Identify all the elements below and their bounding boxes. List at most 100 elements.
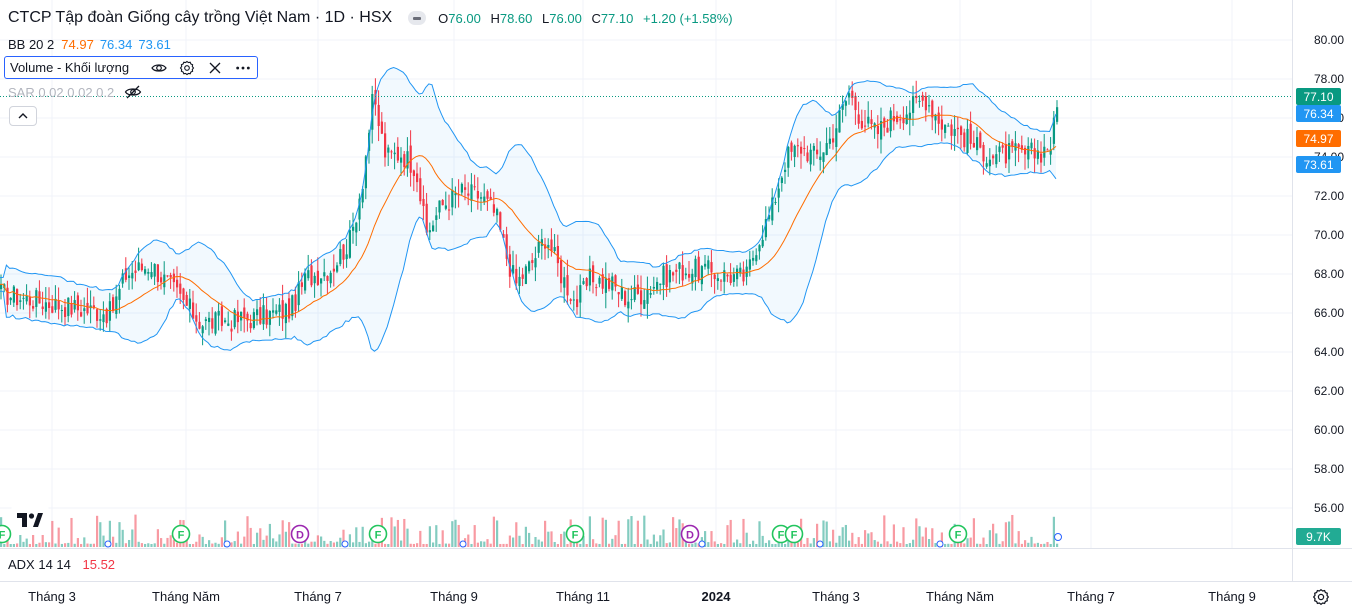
price-scale[interactable]: 80.0078.0076.0074.0072.0070.0068.0066.00…	[1292, 0, 1352, 548]
volume-bar	[368, 541, 371, 547]
volume-bar	[83, 537, 86, 547]
bollinger-legend[interactable]: BB 20 2 74.97 76.34 73.61	[8, 37, 171, 52]
candle-body	[624, 291, 627, 306]
collapse-legend-button[interactable]	[9, 106, 37, 126]
volume-bar	[633, 543, 636, 547]
volume-bar	[134, 514, 137, 547]
candle-body	[377, 104, 380, 127]
adx-legend[interactable]: ADX 14 14 15.52	[8, 557, 115, 572]
settings-icon[interactable]	[1311, 587, 1331, 607]
volume-bar	[582, 535, 585, 547]
candle-body	[217, 310, 220, 316]
volume-bar	[736, 539, 739, 547]
time-axis[interactable]: Tháng 3 Tháng Năm Tháng 7 Tháng 9 Tháng …	[0, 581, 1352, 612]
sar-label[interactable]: SAR 0.02 0.02 0.2	[8, 84, 115, 100]
candle-body	[576, 299, 579, 308]
close-icon[interactable]	[207, 60, 223, 76]
volume-bar	[44, 542, 47, 547]
candle-body	[918, 100, 921, 102]
volume-bar	[137, 541, 140, 547]
bollinger-middle-value: 74.97	[61, 37, 94, 52]
more-icon[interactable]	[235, 60, 251, 76]
volume-bar	[35, 543, 38, 547]
volume-bar	[528, 532, 531, 547]
volume-bar	[710, 531, 713, 547]
split-event-marker[interactable]	[459, 540, 467, 548]
tradingview-logo[interactable]	[12, 506, 48, 534]
candle-body	[400, 157, 403, 163]
candle-body	[336, 265, 339, 272]
volume-label[interactable]: Volume - Khối lượng	[10, 60, 130, 75]
adx-label[interactable]: ADX 14 14	[8, 557, 71, 572]
symbol-legend[interactable]: CTCP Tập đoàn Giống cây trồng Việt Nam ·…	[8, 9, 737, 27]
volume-bar	[38, 542, 41, 547]
volume-bar	[153, 543, 156, 547]
volume-bar	[1004, 522, 1007, 547]
eye-icon[interactable]	[151, 60, 167, 76]
volume-bar	[588, 516, 591, 547]
split-event-marker[interactable]	[223, 540, 231, 548]
candle-body	[96, 309, 99, 321]
candle-body	[883, 118, 886, 128]
candle-body	[19, 300, 22, 302]
earnings-event-marker[interactable]: F	[0, 524, 12, 544]
adx-pane[interactable]: ADX 14 14 15.52	[0, 548, 1292, 581]
event-label: F	[375, 530, 382, 542]
earnings-event-marker[interactable]: F	[948, 524, 968, 544]
split-event-marker[interactable]	[341, 540, 349, 548]
volume-bar	[883, 515, 886, 547]
candle-body	[604, 277, 607, 293]
adx-price-scale[interactable]	[1292, 548, 1352, 581]
volume-bar	[620, 544, 623, 547]
eye-off-icon[interactable]	[124, 84, 142, 100]
earnings-event-marker[interactable]: F	[368, 524, 388, 544]
earnings-event-marker[interactable]: F	[171, 524, 191, 544]
split-event-marker[interactable]	[698, 540, 706, 548]
sar-legend[interactable]: SAR 0.02 0.02 0.2	[8, 84, 142, 100]
split-event-marker[interactable]	[816, 540, 824, 548]
symbol-title[interactable]: CTCP Tập đoàn Giống cây trồng Việt Nam ·…	[8, 9, 393, 26]
candle-body	[150, 272, 153, 278]
minus-icon[interactable]	[408, 11, 427, 25]
candle-body	[848, 93, 851, 98]
candle-body	[838, 110, 841, 133]
candle-body	[995, 154, 998, 165]
bollinger-label[interactable]: BB 20 2	[8, 37, 55, 52]
dividend-event-marker[interactable]: D	[680, 524, 700, 544]
candle-body	[646, 290, 649, 304]
candle-body	[876, 125, 879, 135]
candle-body	[729, 274, 732, 283]
candle-body	[438, 200, 441, 213]
candle-body	[659, 283, 662, 285]
volume-bar	[931, 528, 934, 547]
candle-body	[713, 274, 716, 280]
volume-bar	[76, 538, 79, 547]
volume-bar	[512, 537, 515, 547]
candle-body	[380, 121, 383, 134]
earnings-event-marker[interactable]: F	[771, 524, 791, 544]
volume-bars	[0, 514, 1059, 547]
volume-bar	[348, 534, 351, 547]
split-event-marker[interactable]	[104, 540, 112, 548]
candle-body	[908, 112, 911, 121]
volume-bar	[662, 529, 665, 547]
earnings-event-marker[interactable]: F	[784, 524, 804, 544]
candle-body	[185, 294, 188, 306]
volume-bar	[704, 531, 707, 547]
grid-lines	[0, 0, 1292, 548]
volume-bar	[92, 543, 95, 547]
candle-body	[931, 100, 934, 118]
candle-body	[105, 308, 108, 324]
volume-bar	[812, 538, 815, 547]
volume-bar	[1036, 542, 1039, 547]
dividend-event-marker[interactable]: D	[290, 524, 310, 544]
earnings-event-marker[interactable]: F	[565, 524, 585, 544]
candle-body	[496, 209, 499, 216]
candle-body	[512, 265, 515, 274]
volume-legend[interactable]: Volume - Khối lượng	[4, 56, 259, 79]
gear-icon[interactable]	[179, 60, 195, 76]
split-event-marker[interactable]	[936, 540, 944, 548]
volume-bar	[201, 536, 204, 547]
